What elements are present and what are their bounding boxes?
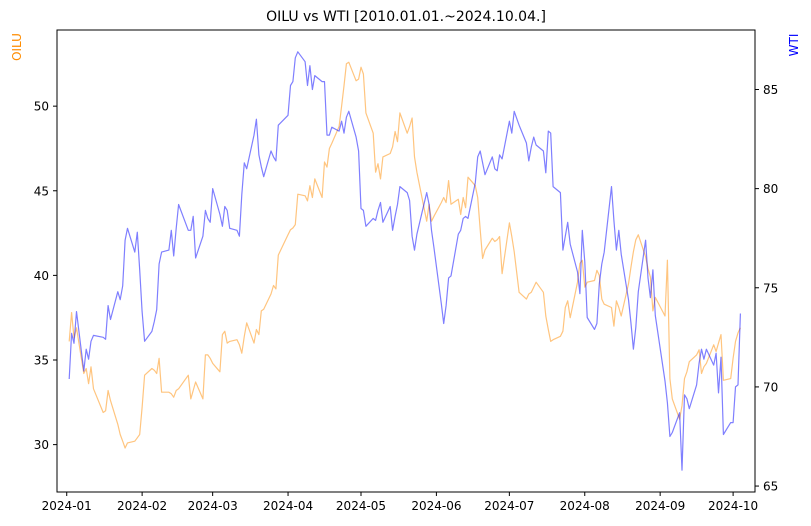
x-tick-label: 2024-03: [188, 499, 238, 513]
series-line-wti: [68, 51, 741, 471]
y-right-tick-label: 70: [763, 380, 778, 394]
x-tick-label: 2024-06: [411, 499, 461, 513]
y-right-tick-label: 85: [763, 83, 778, 97]
x-tick-label: 2024-10: [708, 499, 758, 513]
x-tick-label: 2024-09: [635, 499, 685, 513]
x-tick-label: 2024-04: [263, 499, 313, 513]
y-left-tick-label: 45: [34, 184, 49, 198]
y-axis-right-label: WTI: [787, 34, 801, 57]
y-right-tick-label: 75: [763, 281, 778, 295]
y-axis-left-label: OILU: [10, 33, 24, 61]
y-left-tick-label: 30: [34, 438, 49, 452]
x-tick-label: 2024-07: [484, 499, 534, 513]
y-left-tick-label: 50: [34, 100, 49, 114]
x-tick-label: 2024-05: [336, 499, 386, 513]
y-left-tick-label: 40: [34, 269, 49, 283]
x-tick-label: 2024-01: [42, 499, 92, 513]
x-tick-label: 2024-02: [117, 499, 167, 513]
chart-title: OILU vs WTI [2010.01.01.~2024.10.04.]: [266, 9, 546, 25]
series-line-oilu: [68, 61, 741, 449]
x-axis: 2024-01 2024-02 2024-03 2024-04 2024-05 2024-…: [42, 492, 758, 513]
y-right-tick-label: 80: [763, 182, 778, 196]
y-right-tick-label: 65: [763, 480, 778, 494]
plot-frame: [56, 29, 756, 493]
series-layer: [68, 51, 741, 471]
x-tick-label: 2024-08: [560, 499, 610, 513]
y-axis-right: 65 70 75 80 85: [755, 83, 778, 494]
y-axis-left: 30 35 40 45 50: [34, 100, 57, 452]
y-left-tick-label: 35: [34, 354, 49, 368]
